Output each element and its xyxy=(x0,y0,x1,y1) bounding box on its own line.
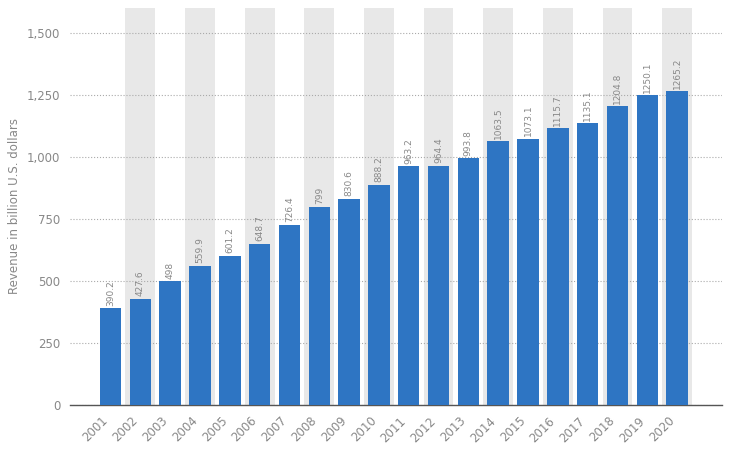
Bar xyxy=(547,128,569,405)
Text: 427.6: 427.6 xyxy=(136,270,145,296)
Bar xyxy=(245,8,274,405)
Bar xyxy=(189,266,211,405)
Bar xyxy=(423,8,453,405)
Bar xyxy=(488,141,509,405)
Text: 1063.5: 1063.5 xyxy=(493,107,503,139)
Bar xyxy=(129,299,151,405)
Bar xyxy=(428,166,449,405)
Bar xyxy=(249,244,270,405)
Text: 888.2: 888.2 xyxy=(374,156,383,182)
Text: 648.7: 648.7 xyxy=(255,216,264,241)
Bar xyxy=(543,8,573,405)
Bar xyxy=(159,281,181,405)
Text: 963.2: 963.2 xyxy=(404,138,413,164)
Text: 964.4: 964.4 xyxy=(434,138,443,163)
Text: 799: 799 xyxy=(315,187,323,204)
Bar xyxy=(368,185,390,405)
Text: 1250.1: 1250.1 xyxy=(643,61,652,92)
Bar xyxy=(219,256,240,405)
Text: 830.6: 830.6 xyxy=(345,170,353,197)
Bar xyxy=(398,166,420,405)
Text: 1073.1: 1073.1 xyxy=(523,105,532,136)
Bar xyxy=(577,124,599,405)
Bar xyxy=(126,8,155,405)
Bar xyxy=(338,199,360,405)
Bar xyxy=(458,159,479,405)
Text: 1204.8: 1204.8 xyxy=(613,72,622,104)
Bar xyxy=(666,91,688,405)
Text: 390.2: 390.2 xyxy=(106,280,115,305)
Text: 1135.1: 1135.1 xyxy=(583,89,592,121)
Text: 601.2: 601.2 xyxy=(226,227,234,253)
Bar xyxy=(279,225,300,405)
Bar xyxy=(185,8,215,405)
Text: 559.9: 559.9 xyxy=(196,237,204,264)
Bar xyxy=(662,8,692,405)
Bar xyxy=(602,8,632,405)
Bar xyxy=(100,308,121,405)
Text: 1115.7: 1115.7 xyxy=(553,94,562,126)
Text: 1265.2: 1265.2 xyxy=(672,58,682,89)
Text: 498: 498 xyxy=(166,262,174,279)
Bar xyxy=(518,139,539,405)
Bar xyxy=(304,8,334,405)
Bar xyxy=(637,95,658,405)
Bar xyxy=(607,106,629,405)
Y-axis label: Revenue in billion U.S. dollars: Revenue in billion U.S. dollars xyxy=(8,119,21,294)
Bar xyxy=(483,8,513,405)
Bar xyxy=(309,207,330,405)
Text: 726.4: 726.4 xyxy=(285,197,294,222)
Bar xyxy=(364,8,393,405)
Text: 993.8: 993.8 xyxy=(464,130,473,156)
